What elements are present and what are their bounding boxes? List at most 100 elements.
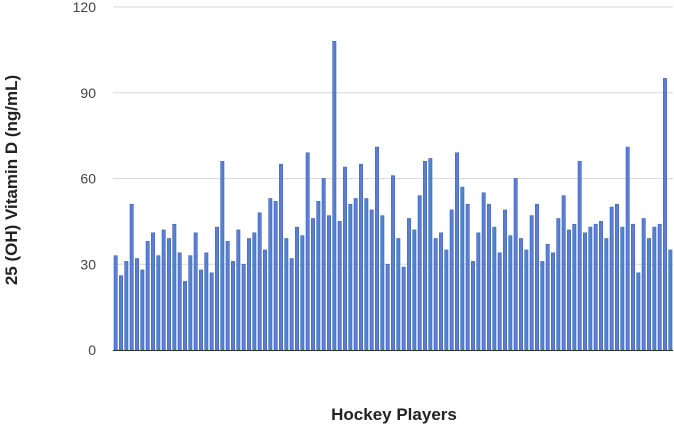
bar-player-30 bbox=[268, 198, 273, 351]
bar-player-33 bbox=[284, 238, 289, 351]
bar-player-67 bbox=[465, 203, 470, 351]
bar-player-46 bbox=[353, 198, 358, 351]
bar-player-15 bbox=[188, 255, 193, 351]
bar-player-81 bbox=[540, 261, 545, 351]
bar-player-71 bbox=[487, 203, 491, 351]
bar-player-50 bbox=[375, 146, 379, 351]
bar-player-105 bbox=[668, 249, 673, 351]
bar-player-39 bbox=[316, 201, 321, 351]
bar-player-34 bbox=[289, 258, 294, 351]
bar-player-85 bbox=[561, 195, 566, 351]
x-axis-title: Hockey Players bbox=[331, 405, 457, 424]
bar-player-24 bbox=[236, 229, 241, 351]
bar-player-92 bbox=[599, 221, 603, 351]
bar-player-84 bbox=[556, 218, 561, 351]
bar-player-54 bbox=[396, 238, 401, 351]
bar-player-74 bbox=[503, 209, 507, 351]
y-tick-label: 90 bbox=[80, 85, 96, 101]
bar-player-65 bbox=[455, 152, 459, 351]
bar-player-18 bbox=[204, 252, 209, 351]
bar-player-79 bbox=[529, 215, 534, 351]
bar-player-28 bbox=[257, 212, 262, 351]
bar-player-102 bbox=[652, 226, 657, 351]
bar-player-77 bbox=[519, 238, 523, 351]
bar-player-90 bbox=[588, 226, 593, 351]
bar-player-10 bbox=[161, 229, 166, 351]
bar-player-8 bbox=[151, 232, 155, 351]
bar-player-63 bbox=[444, 249, 449, 351]
bar-player-66 bbox=[460, 186, 465, 351]
bar-player-96 bbox=[620, 226, 625, 351]
bar-player-17 bbox=[199, 269, 203, 351]
bar-player-98 bbox=[631, 223, 635, 351]
bar-player-22 bbox=[225, 241, 230, 351]
bar-player-64 bbox=[449, 209, 454, 351]
bar-player-29 bbox=[263, 249, 267, 351]
bar-player-27 bbox=[252, 232, 257, 351]
bar-player-12 bbox=[172, 223, 177, 351]
bar-player-36 bbox=[300, 235, 305, 351]
bar-player-49 bbox=[369, 209, 374, 351]
bars bbox=[113, 40, 673, 351]
bar-player-99 bbox=[636, 272, 641, 351]
bar-player-20 bbox=[215, 226, 219, 351]
bar-player-52 bbox=[385, 263, 390, 351]
bar-player-51 bbox=[380, 215, 385, 351]
bar-player-87 bbox=[572, 223, 577, 351]
bar-player-97 bbox=[625, 146, 630, 351]
bar-player-13 bbox=[177, 252, 182, 351]
bar-player-70 bbox=[481, 192, 486, 351]
bar-player-62 bbox=[439, 232, 443, 351]
bar-player-42 bbox=[332, 40, 337, 351]
bar-player-7 bbox=[145, 241, 150, 351]
bar-player-6 bbox=[140, 269, 145, 351]
bar-player-38 bbox=[311, 218, 315, 351]
bar-player-95 bbox=[615, 203, 619, 351]
bar-player-1 bbox=[113, 255, 118, 351]
bar-player-37 bbox=[305, 152, 310, 351]
bar-player-59 bbox=[423, 161, 427, 351]
bar-player-48 bbox=[364, 198, 369, 351]
bar-player-35 bbox=[295, 226, 299, 351]
bar-player-86 bbox=[567, 229, 571, 351]
bar-player-78 bbox=[524, 249, 529, 351]
y-tick-label: 30 bbox=[80, 256, 96, 272]
bar-player-69 bbox=[476, 232, 481, 351]
bar-player-11 bbox=[167, 238, 171, 351]
y-tick-labels: 0 30 60 90 120 bbox=[73, 0, 97, 358]
bar-player-25 bbox=[241, 263, 246, 351]
bar-player-5 bbox=[135, 258, 139, 351]
bar-player-91 bbox=[593, 223, 598, 351]
y-tick-label: 60 bbox=[80, 171, 96, 187]
bar-player-26 bbox=[247, 238, 251, 351]
bar-player-43 bbox=[337, 221, 342, 351]
bar-player-76 bbox=[513, 178, 518, 351]
bar-player-101 bbox=[647, 238, 651, 351]
bar-player-75 bbox=[508, 235, 513, 351]
bar-player-88 bbox=[577, 161, 582, 351]
bar-player-83 bbox=[551, 252, 555, 351]
bar-player-93 bbox=[604, 238, 609, 351]
y-tick-label: 0 bbox=[88, 342, 96, 358]
bar-player-14 bbox=[183, 281, 187, 351]
bar-player-72 bbox=[492, 226, 497, 351]
bar-player-73 bbox=[497, 252, 502, 351]
bar-player-103 bbox=[657, 223, 662, 351]
bar-player-19 bbox=[209, 272, 214, 351]
bar-player-68 bbox=[471, 261, 475, 351]
bar-player-16 bbox=[193, 232, 198, 351]
bar-player-55 bbox=[401, 266, 406, 351]
bar-player-89 bbox=[583, 232, 587, 351]
bar-player-41 bbox=[327, 215, 331, 351]
bar-player-40 bbox=[321, 178, 326, 351]
bar-player-82 bbox=[545, 243, 550, 351]
y-axis-title: 25 (OH) Vitamin D (ng/mL) bbox=[2, 75, 21, 285]
bar-player-58 bbox=[417, 195, 422, 351]
bar-player-47 bbox=[359, 163, 363, 351]
y-tick-label: 120 bbox=[73, 0, 97, 15]
bar-player-9 bbox=[156, 255, 161, 351]
bar-player-2 bbox=[119, 275, 123, 351]
bar-player-21 bbox=[220, 161, 225, 351]
bar-player-60 bbox=[428, 158, 433, 351]
